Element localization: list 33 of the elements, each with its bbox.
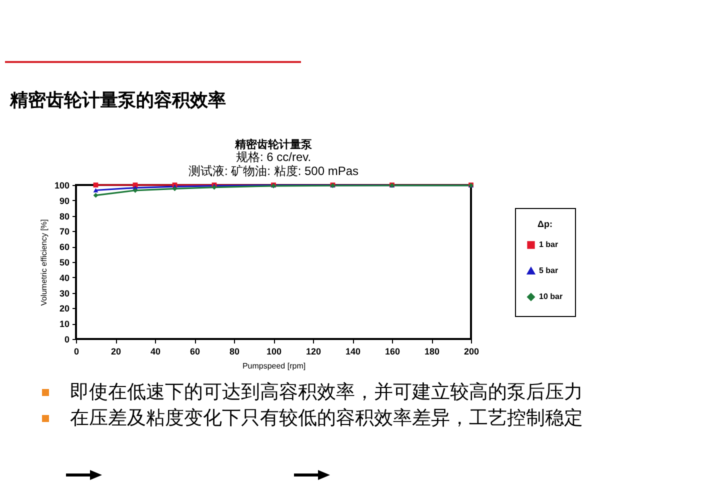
text: 即使在低速下的可达到高容积效率，并可建立较高的泵后压力 — [70, 381, 583, 405]
text: 在压差及粘度变化下只有较低的容积效率差异，工艺控制稳定 — [70, 407, 583, 431]
x-tick-label: 120 — [306, 346, 322, 356]
x-tick-label: 100 — [266, 346, 282, 356]
y-tick-label: 20 — [59, 304, 70, 314]
legend-label: 5 bar — [539, 266, 558, 275]
x-tick-label: 20 — [110, 346, 122, 356]
y-tick-label: 0 — [64, 334, 70, 344]
x-tick-label: 160 — [384, 346, 400, 356]
y-tick-label: 90 — [59, 196, 70, 206]
y-tick-label: 40 — [59, 272, 70, 283]
y-tick-label: 30 — [59, 288, 70, 298]
x-axis-title: Pumpspeed [rpm] — [242, 362, 306, 370]
y-tick-label: 70 — [59, 226, 70, 237]
y-tick-label: 80 — [59, 211, 70, 222]
x-tick-label: 80 — [229, 346, 240, 356]
x-tick-label: 40 — [150, 346, 161, 356]
y-axis-title: Volumetric efficiency [%] — [39, 219, 48, 306]
x-tick-label: 60 — [190, 346, 200, 356]
x-tick-label: 140 — [345, 346, 361, 356]
chart-subtitle: 规格: 6 cc/rev. 测试液: 矿物油: 粘度: 500 mPas — [188, 150, 359, 178]
x-tick-label: 180 — [424, 346, 440, 356]
y-tick-label: 60 — [59, 242, 70, 252]
y-tick-label: 100 — [54, 180, 70, 190]
y-tick-label: 50 — [59, 258, 70, 268]
legend-title: Δp: — [538, 219, 552, 229]
legend-label: 1 bar — [539, 240, 558, 249]
y-tick-label: 10 — [59, 319, 70, 330]
chart-title: 精密齿轮计量泵 — [234, 138, 313, 151]
text: 精密齿轮计量泵的容积效率 — [10, 89, 226, 112]
legend-label: 10 bar — [539, 292, 563, 301]
x-tick-label: 0 — [74, 346, 80, 356]
x-tick-label: 200 — [464, 346, 480, 356]
